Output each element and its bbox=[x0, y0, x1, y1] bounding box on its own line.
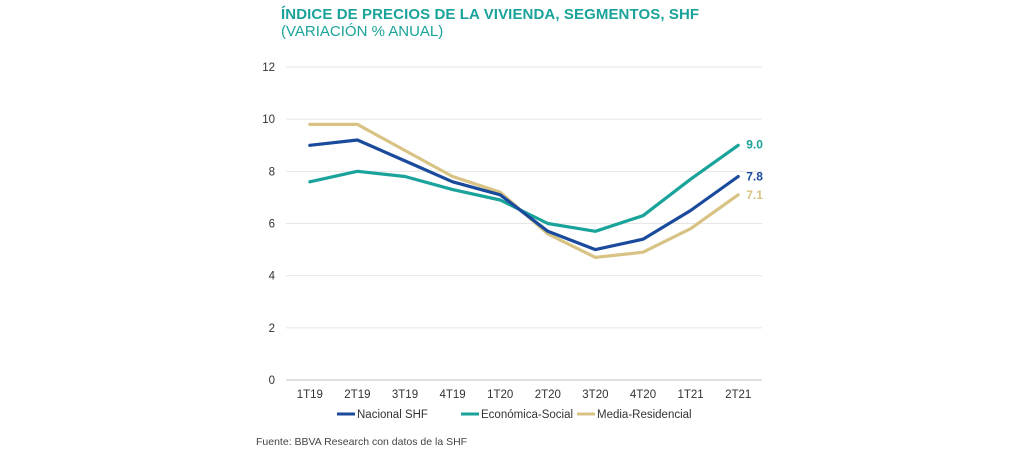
x-axis: 1T19 2T19 3T19 4T19 1T20 2T20 3T20 4T20 1T21 2T21 bbox=[297, 389, 752, 401]
x-tick-label: 2T19 bbox=[344, 389, 370, 401]
x-tick-label: 1T19 bbox=[297, 389, 323, 401]
y-tick-label: 2 bbox=[269, 323, 275, 335]
legend-label: Media-Residencial bbox=[597, 409, 692, 421]
end-value-label: 7.1 bbox=[746, 188, 763, 202]
chart-title: ÍNDICE DE PRECIOS DE LA VIVIENDA, SEGMEN… bbox=[281, 6, 700, 23]
y-axis: 0 2 4 6 8 10 12 bbox=[262, 62, 275, 387]
x-tick-label: 3T20 bbox=[582, 389, 608, 401]
y-tick-label: 10 bbox=[262, 114, 275, 126]
legend-label: Nacional SHF bbox=[357, 409, 428, 421]
series-lines bbox=[308, 122, 740, 259]
legend: Nacional SHF Económica-Social Media-Reside… bbox=[337, 409, 692, 421]
source-note: Fuente: BBVA Research con datos de la SH… bbox=[256, 436, 468, 448]
end-labels: 7.8 9.0 7.1 bbox=[746, 137, 763, 202]
y-tick-label: 0 bbox=[269, 375, 275, 387]
x-tick-label: 1T20 bbox=[487, 389, 513, 401]
series-line-econ-mica-social bbox=[308, 143, 740, 233]
x-tick-label: 2T21 bbox=[725, 389, 751, 401]
end-value-label: 7.8 bbox=[746, 170, 763, 184]
x-tick-label: 4T19 bbox=[439, 389, 465, 401]
gridlines bbox=[286, 66, 762, 381]
end-value-label: 9.0 bbox=[746, 137, 763, 151]
y-tick-label: 6 bbox=[269, 219, 275, 231]
y-tick-label: 4 bbox=[269, 271, 276, 283]
chart-subtitle: (VARIACIÓN % ANUAL) bbox=[281, 23, 444, 40]
x-tick-label: 3T19 bbox=[392, 389, 418, 401]
y-tick-label: 12 bbox=[262, 62, 275, 74]
x-tick-label: 4T20 bbox=[630, 389, 656, 401]
series-line-nacional-shf bbox=[308, 138, 740, 252]
legend-label: Económica-Social bbox=[481, 409, 573, 421]
x-tick-label: 1T21 bbox=[677, 389, 703, 401]
x-tick-label: 2T20 bbox=[535, 389, 561, 401]
y-tick-label: 8 bbox=[269, 166, 275, 178]
